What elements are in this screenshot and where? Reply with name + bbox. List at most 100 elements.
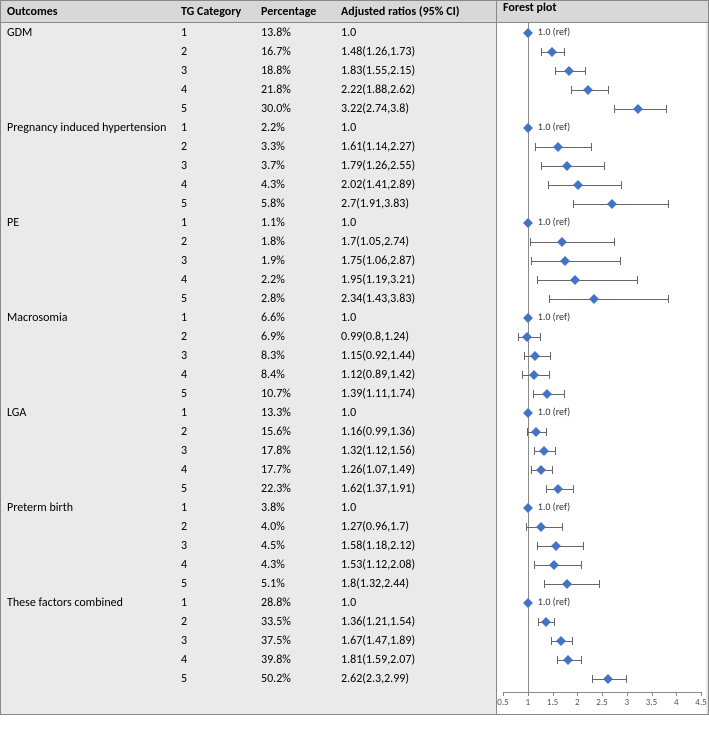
table-row: 44.3%2.02(1.41,2.89) <box>1 175 708 194</box>
forest-cell <box>496 650 706 669</box>
adjusted-cell: 1.0 <box>341 216 496 230</box>
adjusted-cell: 2.22(1.88,2.62) <box>341 83 496 97</box>
percentage-cell: 50.2% <box>261 672 341 686</box>
outcome-cell: These factors combined <box>1 596 181 610</box>
percentage-cell: 2.2% <box>261 121 341 135</box>
forest-cell: 1.0 (ref) <box>496 403 706 422</box>
tg-cell: 1 <box>181 121 261 135</box>
forest-marker <box>570 275 580 285</box>
forest-marker <box>523 218 533 228</box>
axis-tick-label: 1.5 <box>547 697 558 708</box>
axis-tick-label: 1 <box>525 697 530 708</box>
percentage-cell: 6.9% <box>261 330 341 344</box>
percentage-cell: 4.0% <box>261 520 341 534</box>
outcome-cell: Pregnancy induced hypertension <box>1 121 181 135</box>
table-row: 215.6%1.16(0.99,1.36) <box>1 422 708 441</box>
percentage-cell: 5.1% <box>261 577 341 591</box>
forest-cell <box>496 175 706 194</box>
table-row: 233.5%1.36(1.21,1.54) <box>1 612 708 631</box>
percentage-cell: 10.7% <box>261 387 341 401</box>
tg-cell: 1 <box>181 406 261 420</box>
table-row: Macrosomia16.6%1.01.0 (ref) <box>1 308 708 327</box>
adjusted-cell: 2.62(2.3,2.99) <box>341 672 496 686</box>
tg-cell: 5 <box>181 292 261 306</box>
adjusted-cell: 1.53(1.12,2.08) <box>341 558 496 572</box>
forest-marker <box>562 579 572 589</box>
forest-marker <box>522 332 532 342</box>
tg-cell: 4 <box>181 463 261 477</box>
ref-label: 1.0 (ref) <box>538 120 570 133</box>
forest-cell: 1.0 (ref) <box>496 498 706 517</box>
table-row: 31.9%1.75(1.06,2.87) <box>1 251 708 270</box>
percentage-cell: 21.8% <box>261 83 341 97</box>
forest-cell <box>496 270 706 289</box>
adjusted-cell: 1.16(0.99,1.36) <box>341 425 496 439</box>
forest-marker <box>562 161 572 171</box>
adjusted-cell: 1.79(1.26,2.55) <box>341 159 496 173</box>
table-row: 26.9%0.99(0.8,1.24) <box>1 327 708 346</box>
adjusted-cell: 1.58(1.18,2.12) <box>341 539 496 553</box>
table-row: 42.2%1.95(1.19,3.21) <box>1 270 708 289</box>
forest-marker <box>523 503 533 513</box>
percentage-cell: 1.8% <box>261 235 341 249</box>
table-row: 33.7%1.79(1.26,2.55) <box>1 156 708 175</box>
forest-cell <box>496 156 706 175</box>
percentage-cell: 1.1% <box>261 216 341 230</box>
adjusted-cell: 1.15(0.92,1.44) <box>341 349 496 363</box>
forest-cell <box>496 517 706 536</box>
forest-cell <box>496 384 706 403</box>
ci-line <box>531 261 621 262</box>
ci-line <box>537 280 637 281</box>
tg-cell: 3 <box>181 159 261 173</box>
table-row: LGA113.3%1.01.0 (ref) <box>1 403 708 422</box>
tg-cell: 1 <box>181 26 261 40</box>
table-row: 23.3%1.61(1.14,2.27) <box>1 137 708 156</box>
tg-cell: 3 <box>181 254 261 268</box>
forest-marker <box>531 427 541 437</box>
adjusted-cell: 1.67(1.47,1.89) <box>341 634 496 648</box>
forest-cell: 1.0 (ref) <box>496 118 706 137</box>
percentage-cell: 13.3% <box>261 406 341 420</box>
forest-marker <box>541 617 551 627</box>
tg-cell: 2 <box>181 615 261 629</box>
table-row: 52.8%2.34(1.43,3.83) <box>1 289 708 308</box>
header-tg: TG Category <box>181 5 261 19</box>
forest-marker <box>553 484 563 494</box>
tg-cell: 1 <box>181 216 261 230</box>
forest-cell <box>496 327 706 346</box>
forest-cell <box>496 460 706 479</box>
forest-marker <box>523 313 533 323</box>
forest-marker <box>560 256 570 266</box>
adjusted-cell: 1.7(1.05,2.74) <box>341 235 496 249</box>
percentage-cell: 2.8% <box>261 292 341 306</box>
axis-tick-label: 3.5 <box>646 697 657 708</box>
axis-row: 0.511.522.533.544.5 <box>1 688 708 714</box>
forest-marker <box>573 180 583 190</box>
table-row: These factors combined128.8%1.01.0 (ref) <box>1 593 708 612</box>
ref-label: 1.0 (ref) <box>538 310 570 323</box>
tg-cell: 4 <box>181 178 261 192</box>
adjusted-cell: 1.81(1.59,2.07) <box>341 653 496 667</box>
adjusted-cell: 2.7(1.91,3.83) <box>341 197 496 211</box>
header-forest: Forest plot <box>496 1 706 22</box>
outcome-cell: GDM <box>1 26 181 40</box>
forest-cell <box>496 479 706 498</box>
percentage-cell: 28.8% <box>261 596 341 610</box>
tg-cell: 4 <box>181 273 261 287</box>
axis-tick-label: 2 <box>575 697 580 708</box>
adjusted-cell: 1.8(1.32,2.44) <box>341 577 496 591</box>
percentage-cell: 13.8% <box>261 26 341 40</box>
table-row: 318.8%1.83(1.55,2.15) <box>1 61 708 80</box>
tg-cell: 5 <box>181 197 261 211</box>
percentage-cell: 8.4% <box>261 368 341 382</box>
forest-marker <box>552 541 562 551</box>
forest-marker <box>549 560 559 570</box>
percentage-cell: 5.8% <box>261 197 341 211</box>
adjusted-cell: 2.02(1.41,2.89) <box>341 178 496 192</box>
tg-cell: 5 <box>181 577 261 591</box>
forest-marker <box>603 674 613 684</box>
table-row: 522.3%1.62(1.37,1.91) <box>1 479 708 498</box>
forest-cell <box>496 669 706 688</box>
forest-marker <box>523 408 533 418</box>
adjusted-cell: 1.26(1.07,1.49) <box>341 463 496 477</box>
